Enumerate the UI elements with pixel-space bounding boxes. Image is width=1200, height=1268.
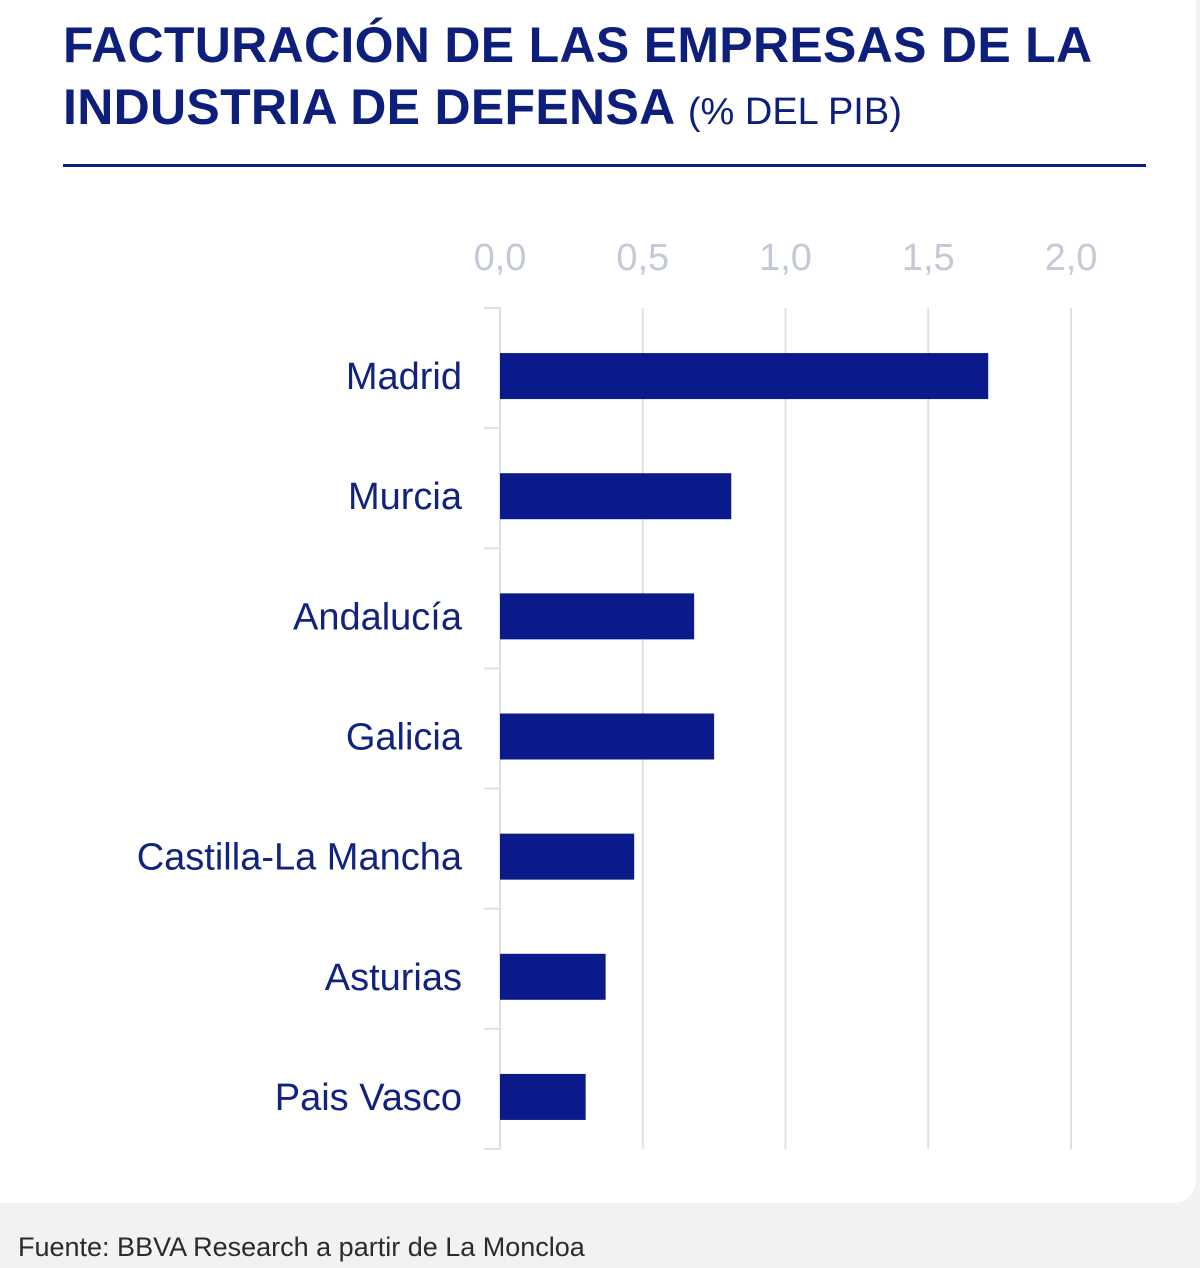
bar bbox=[500, 833, 635, 880]
bar bbox=[500, 713, 715, 760]
category-labels: Madrid Murcia Andalucía Galicia Castilla-La … bbox=[137, 356, 463, 1119]
x-tick-label: 2,0 bbox=[1045, 237, 1098, 279]
x-tick-label: 0,0 bbox=[474, 237, 527, 279]
chart-title: FACTURACIÓN DE LAS EMPRESAS DE LA INDUST… bbox=[63, 14, 1163, 143]
bar bbox=[500, 1073, 586, 1120]
category-label: Asturias bbox=[325, 957, 462, 999]
category-label: Madrid bbox=[346, 356, 462, 398]
chart-title-unit: (% DEL PIB) bbox=[687, 91, 902, 133]
x-tick-label: 1,0 bbox=[759, 237, 812, 279]
bar-chart: 0,0 0,5 1,0 1,5 2,0 Madrid Murcia Andalucía Gal… bbox=[137, 237, 1098, 1150]
x-tick-label: 1,5 bbox=[902, 237, 955, 279]
title-divider bbox=[63, 164, 1146, 167]
category-label: Galicia bbox=[346, 717, 463, 759]
bar bbox=[500, 593, 695, 640]
category-label: Pais Vasco bbox=[275, 1077, 462, 1119]
tick-labels: 0,0 0,5 1,0 1,5 2,0 bbox=[474, 237, 1098, 279]
source-note: Fuente: BBVA Research a partir de La Mon… bbox=[18, 1232, 585, 1262]
category-label: Murcia bbox=[348, 476, 463, 518]
x-tick-label: 0,5 bbox=[616, 237, 669, 279]
bar bbox=[500, 353, 989, 400]
bar bbox=[500, 473, 732, 520]
bar bbox=[500, 953, 606, 1000]
bars bbox=[500, 353, 989, 1120]
chart-title-main: FACTURACIÓN DE LAS EMPRESAS DE LA INDUST… bbox=[63, 17, 1091, 135]
category-label: Castilla-La Mancha bbox=[137, 837, 463, 879]
category-label: Andalucía bbox=[293, 596, 463, 638]
